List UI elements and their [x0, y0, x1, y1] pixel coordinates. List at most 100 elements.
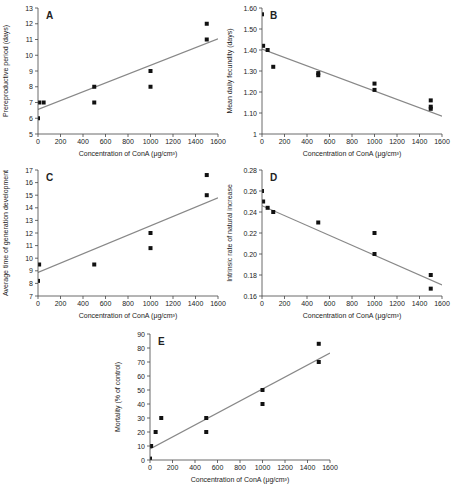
x-tick-label: 600 [324, 300, 336, 307]
y-tick [259, 170, 262, 171]
x-tick-label: 800 [346, 300, 358, 307]
x-tick-label: 600 [100, 138, 112, 145]
regression-line [38, 39, 218, 110]
x-tick-label: 1400 [188, 300, 204, 307]
y-tick [35, 118, 38, 119]
x-tick-label: 400 [301, 300, 313, 307]
y-tick-label: 0.18 [243, 272, 257, 279]
y-tick [259, 275, 262, 276]
y-tick-label: 0 [141, 457, 145, 464]
x-tick-label: 1000 [367, 300, 383, 307]
y-tick [35, 55, 38, 56]
x-tick-label: 1200 [165, 138, 181, 145]
plot-area [150, 342, 330, 460]
y-tick-label: 11 [26, 242, 33, 249]
x-axis-label: Concentration of ConA (μg/cm³) [79, 150, 178, 158]
y-tick [35, 233, 38, 234]
y-tick [35, 258, 38, 259]
y-tick [35, 23, 38, 24]
x-tick-label: 1200 [277, 464, 293, 471]
point [92, 85, 96, 89]
y-tick [147, 362, 150, 363]
x-tick [307, 296, 308, 299]
point [149, 231, 153, 235]
x-tick [173, 296, 174, 299]
panel-label: E [158, 336, 165, 347]
x-tick [262, 296, 263, 299]
point [316, 221, 320, 225]
y-axis-label: Mean daily fecundity (days) [226, 28, 234, 113]
x-tick-label: 200 [279, 138, 291, 145]
y-axis-label: Prereproductive period (days) [2, 25, 10, 117]
x-axis-label: Concentration of ConA (μg/cm³) [79, 312, 178, 320]
panel: 0200400600800100012001400160001020304050… [114, 331, 338, 485]
y-tick [35, 102, 38, 103]
y-tick-label: 13 [25, 217, 33, 224]
y-tick-label: 16 [25, 179, 33, 186]
y-tick-label: 12 [25, 20, 33, 27]
y-tick [147, 418, 150, 419]
x-tick [307, 460, 308, 463]
x-tick [173, 134, 174, 137]
y-tick-label: 9 [29, 68, 33, 75]
y-tick-label: 60 [137, 373, 145, 380]
x-tick [218, 134, 219, 137]
point [317, 360, 321, 364]
y-tick [35, 283, 38, 284]
x-tick-label: 200 [55, 138, 67, 145]
x-tick-label: 200 [279, 300, 291, 307]
y-tick-label: 0.20 [243, 251, 257, 258]
y-tick [35, 220, 38, 221]
y-tick-label: 9 [29, 267, 33, 274]
x-tick-label: 400 [189, 464, 201, 471]
x-axis-label: Concentration of ConA (μg/cm³) [191, 476, 290, 484]
point [261, 402, 265, 406]
y-tick [35, 134, 38, 135]
x-tick-label: 800 [234, 464, 246, 471]
point [317, 342, 321, 346]
x-tick-label: 1600 [434, 138, 450, 145]
x-tick-label: 0 [260, 138, 264, 145]
x-tick-label: 1400 [412, 138, 428, 145]
x-tick-label: 200 [167, 464, 179, 471]
point [266, 48, 270, 52]
x-axis-label: Concentration of ConA (μg/cm³) [303, 150, 402, 158]
y-tick-label: 1.30 [243, 68, 257, 75]
y-tick-label: 50 [137, 387, 145, 394]
y-tick-label: 12 [25, 230, 33, 237]
x-tick-label: 1000 [255, 464, 271, 471]
point [42, 101, 46, 105]
y-tick-label: 10 [25, 255, 33, 262]
x-tick [442, 134, 443, 137]
y-tick-label: 1.60 [243, 5, 257, 12]
y-tick-label: 6 [29, 115, 33, 122]
y-tick-label: 0.26 [243, 188, 257, 195]
y-tick [35, 245, 38, 246]
y-tick-label: 1.50 [243, 26, 257, 33]
x-tick [329, 134, 330, 137]
point [373, 88, 377, 92]
y-tick [147, 432, 150, 433]
y-tick [147, 390, 150, 391]
figure: 0200400600800100012001400160056789101112… [0, 0, 459, 500]
x-tick [374, 296, 375, 299]
x-tick [240, 460, 241, 463]
y-tick [259, 50, 262, 51]
y-tick [35, 195, 38, 196]
point [159, 416, 163, 420]
point [429, 287, 433, 291]
y-tick [35, 170, 38, 171]
y-tick-label: 10 [137, 443, 145, 450]
x-tick [285, 460, 286, 463]
y-tick [259, 92, 262, 93]
point [149, 85, 153, 89]
y-tick [35, 71, 38, 72]
x-tick [352, 134, 353, 137]
point [38, 101, 41, 105]
y-tick [147, 460, 150, 461]
y-tick-label: 90 [137, 331, 145, 338]
point [204, 430, 208, 434]
panel-label: C [46, 172, 53, 183]
x-tick [105, 134, 106, 137]
x-tick-label: 0 [36, 138, 40, 145]
